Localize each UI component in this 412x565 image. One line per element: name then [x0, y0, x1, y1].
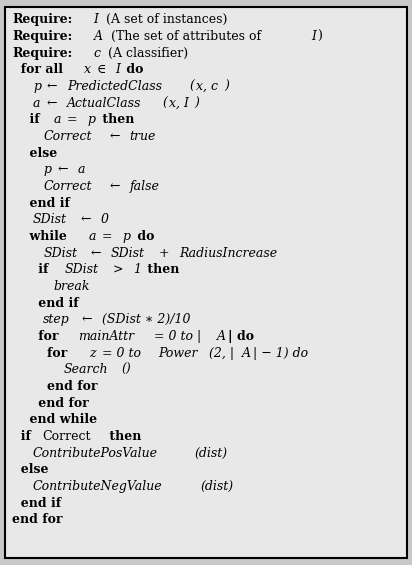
Text: Require:: Require:: [12, 46, 73, 60]
Text: ←: ←: [43, 80, 62, 93]
Text: = 0 to |: = 0 to |: [150, 330, 202, 343]
Text: ←: ←: [87, 246, 106, 260]
Text: SDist: SDist: [111, 246, 145, 260]
Text: A: A: [217, 330, 225, 343]
Text: end for: end for: [12, 380, 98, 393]
Text: else: else: [12, 146, 58, 160]
Text: ContributePosValue: ContributePosValue: [33, 446, 158, 460]
Text: SDist: SDist: [33, 213, 67, 227]
Text: a: a: [77, 163, 85, 176]
Text: end for: end for: [12, 397, 89, 410]
Text: A: A: [242, 346, 251, 360]
Text: end while: end while: [12, 413, 98, 427]
Text: (The set of attributes of: (The set of attributes of: [107, 30, 265, 43]
Text: while: while: [12, 230, 72, 243]
Text: SDist: SDist: [65, 263, 99, 276]
Text: >: >: [109, 263, 127, 276]
Text: | − 1) do: | − 1) do: [253, 346, 309, 360]
Text: ←: ←: [43, 97, 61, 110]
Text: a: a: [54, 113, 61, 127]
Text: then: then: [98, 113, 134, 127]
Text: end for: end for: [12, 513, 63, 527]
Text: ): ): [225, 80, 229, 93]
Text: Require:: Require:: [12, 30, 73, 43]
Text: (): (): [122, 363, 131, 376]
Text: a: a: [89, 230, 96, 243]
Text: a: a: [33, 97, 40, 110]
Text: if: if: [12, 430, 35, 443]
Text: p: p: [87, 113, 95, 127]
Text: z: z: [89, 346, 96, 360]
Text: (: (: [162, 97, 167, 110]
Text: =: =: [98, 230, 117, 243]
Text: Search: Search: [64, 363, 108, 376]
Text: for all: for all: [12, 63, 68, 76]
Text: (dist): (dist): [194, 446, 227, 460]
Text: then: then: [105, 430, 141, 443]
Text: ←: ←: [106, 130, 124, 143]
Text: A: A: [90, 30, 103, 43]
Text: if: if: [12, 263, 53, 276]
Text: ContributeNegValue: ContributeNegValue: [33, 480, 163, 493]
Text: I: I: [115, 63, 120, 76]
Text: ): ): [194, 97, 199, 110]
Text: then: then: [143, 263, 179, 276]
Text: RadiusIncrease: RadiusIncrease: [179, 246, 277, 260]
Text: I: I: [90, 13, 99, 27]
Text: step: step: [43, 313, 70, 327]
Text: else: else: [12, 463, 49, 476]
Text: Correct: Correct: [43, 130, 92, 143]
Text: do: do: [122, 63, 143, 76]
Text: =: =: [63, 113, 82, 127]
Text: x, c: x, c: [196, 80, 218, 93]
Text: end if: end if: [12, 497, 61, 510]
Text: mainAttr: mainAttr: [78, 330, 134, 343]
Text: (: (: [190, 80, 194, 93]
Text: do: do: [133, 230, 154, 243]
Text: ←: ←: [78, 313, 96, 327]
Text: Correct: Correct: [43, 180, 92, 193]
Text: ): ): [317, 30, 322, 43]
Text: (dist): (dist): [200, 480, 233, 493]
Text: 0: 0: [101, 213, 109, 227]
Text: (2, |: (2, |: [209, 346, 234, 360]
Text: for: for: [12, 346, 72, 360]
Text: p: p: [122, 230, 130, 243]
Text: if: if: [12, 113, 44, 127]
Text: x: x: [84, 63, 91, 76]
Text: Require:: Require:: [12, 13, 73, 27]
Text: ←: ←: [77, 213, 95, 227]
Text: for: for: [12, 330, 63, 343]
Text: | do: | do: [228, 330, 254, 343]
Text: break: break: [54, 280, 90, 293]
Text: Correct: Correct: [42, 430, 91, 443]
Text: (A classifier): (A classifier): [104, 46, 188, 60]
Text: p: p: [33, 80, 41, 93]
Text: p: p: [43, 163, 52, 176]
Text: I: I: [311, 30, 316, 43]
Text: end if: end if: [12, 297, 79, 310]
Text: ActualClass: ActualClass: [67, 97, 141, 110]
Text: Power: Power: [159, 346, 198, 360]
Text: ←: ←: [54, 163, 72, 176]
Text: x, I: x, I: [169, 97, 189, 110]
Text: end if: end if: [12, 197, 70, 210]
FancyBboxPatch shape: [5, 7, 407, 558]
Text: true: true: [130, 130, 156, 143]
Text: 1: 1: [133, 263, 140, 276]
Text: ∈: ∈: [93, 63, 110, 76]
Text: c: c: [90, 46, 101, 60]
Text: ←: ←: [106, 180, 124, 193]
Text: (SDist ∗ 2)/10: (SDist ∗ 2)/10: [102, 313, 190, 327]
Text: SDist: SDist: [43, 246, 77, 260]
Text: +: +: [155, 246, 173, 260]
Text: PredictedClass: PredictedClass: [67, 80, 162, 93]
Text: (A set of instances): (A set of instances): [102, 13, 227, 27]
Text: = 0 to: = 0 to: [98, 346, 145, 360]
Text: false: false: [130, 180, 160, 193]
